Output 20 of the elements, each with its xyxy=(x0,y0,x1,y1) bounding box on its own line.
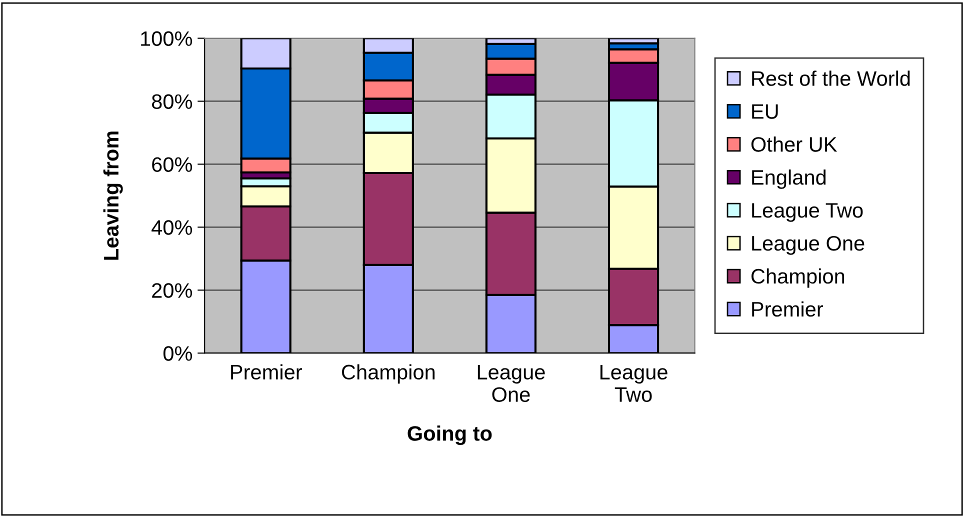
y-axis-title: Leaving from xyxy=(103,132,123,260)
legend-label: Rest of the World xyxy=(752,70,910,86)
legend-label: League Two xyxy=(752,203,863,222)
x-tick-label: League One xyxy=(478,364,545,402)
legend-label: EU xyxy=(752,104,778,119)
x-tick-label: League Two xyxy=(600,364,668,402)
y-tick-label: 0% xyxy=(163,346,192,361)
legend-label: Champion xyxy=(751,268,844,288)
y-tick-label: 60% xyxy=(152,157,192,172)
legend-label: Other UK xyxy=(751,136,838,152)
y-tick-label: 20% xyxy=(152,283,192,298)
legend-label: Premier xyxy=(752,301,824,317)
x-tick-label: Champion xyxy=(342,364,435,384)
y-tick-label: 80% xyxy=(152,94,192,109)
x-tick-label: Premier xyxy=(231,364,302,380)
x-axis-title: Going to xyxy=(408,426,492,446)
y-tick-label: 100% xyxy=(141,31,192,46)
y-tick-label: 40% xyxy=(152,220,192,235)
legend-label: England xyxy=(752,169,826,189)
legend-label: League One xyxy=(752,236,864,255)
